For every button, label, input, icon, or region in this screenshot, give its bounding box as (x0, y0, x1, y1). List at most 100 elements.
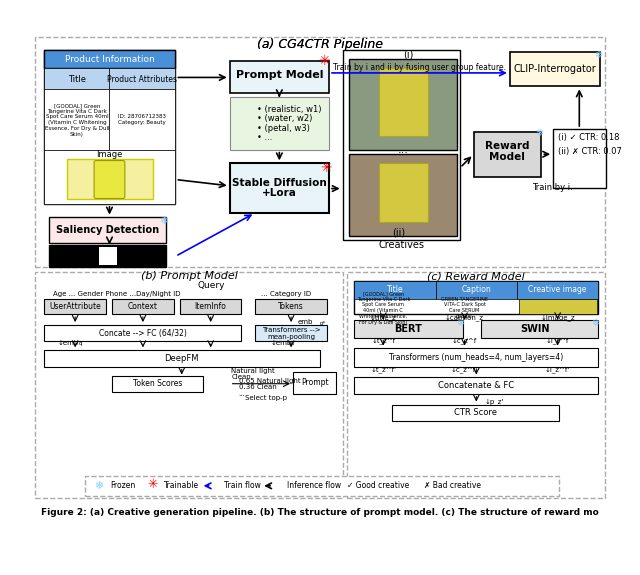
Text: (ii) ✗ CTR: 0.07: (ii) ✗ CTR: 0.07 (557, 147, 621, 156)
Text: Token Scores: Token Scores (132, 380, 182, 388)
Text: ↓p_z': ↓p_z' (484, 398, 504, 405)
Text: Figure 2: (a) Creative generation pipeline. (b) The structure of prompt model. (: Figure 2: (a) Creative generation pipeli… (41, 508, 599, 518)
Text: Trainable: Trainable (164, 481, 199, 490)
Text: CLIP-Interrogator: CLIP-Interrogator (513, 64, 596, 74)
Text: Product Information: Product Information (65, 55, 154, 64)
Text: Product Attributes: Product Attributes (107, 75, 177, 84)
FancyBboxPatch shape (293, 372, 336, 394)
Text: ❄: ❄ (94, 481, 103, 491)
FancyBboxPatch shape (355, 281, 436, 299)
Text: (c) Reward Model: (c) Reward Model (426, 271, 524, 281)
Text: ✳: ✳ (321, 161, 332, 175)
Text: ❄: ❄ (536, 128, 543, 139)
Text: ...: ... (239, 390, 245, 397)
Text: p: p (290, 342, 294, 347)
Text: Select top-p: Select top-p (244, 395, 287, 401)
Text: • ...: • ... (257, 133, 272, 141)
Text: Train by i.: Train by i. (532, 183, 573, 192)
FancyBboxPatch shape (349, 59, 458, 150)
Text: (a) CG4CTR Pipeline: (a) CG4CTR Pipeline (257, 39, 383, 51)
Text: Concate --> FC (64/32): Concate --> FC (64/32) (99, 329, 187, 338)
FancyBboxPatch shape (35, 272, 342, 497)
FancyBboxPatch shape (67, 159, 153, 200)
FancyBboxPatch shape (99, 247, 116, 266)
FancyBboxPatch shape (517, 281, 598, 299)
FancyBboxPatch shape (44, 325, 241, 341)
Text: ... Category ID: ... Category ID (261, 292, 312, 297)
Text: ↓emb: ↓emb (270, 340, 292, 346)
Text: Train flow: Train flow (224, 481, 261, 490)
Text: ↓c_z^f: ↓c_z^f (452, 337, 477, 344)
Text: • (realistic, w1): • (realistic, w1) (257, 105, 321, 114)
Text: ❄: ❄ (594, 50, 602, 60)
Text: ↓t_z^f': ↓t_z^f' (371, 366, 396, 373)
FancyBboxPatch shape (35, 37, 605, 267)
Text: (ii): (ii) (392, 228, 405, 238)
Text: ✳: ✳ (148, 478, 158, 492)
Text: ↓i_z^f': ↓i_z^f' (545, 366, 570, 373)
FancyBboxPatch shape (109, 68, 175, 89)
FancyBboxPatch shape (112, 299, 173, 314)
FancyBboxPatch shape (230, 61, 329, 93)
FancyBboxPatch shape (44, 89, 109, 150)
Text: (a) CG4CTR Pipeline: (a) CG4CTR Pipeline (257, 39, 383, 51)
Text: Prompt: Prompt (301, 378, 328, 388)
FancyBboxPatch shape (355, 348, 598, 366)
FancyBboxPatch shape (436, 281, 517, 299)
FancyBboxPatch shape (85, 476, 559, 496)
Text: Stable Diffusion: Stable Diffusion (232, 178, 326, 188)
Text: ❄: ❄ (159, 216, 168, 226)
Text: [GOODAL] Green
Tangerine Vita C Dark
Spot Care Serum 40ml
(Vitamin C Whitening
E: [GOODAL] Green Tangerine Vita C Dark Spo… (45, 103, 109, 137)
Text: Inference flow: Inference flow (287, 481, 340, 490)
FancyBboxPatch shape (255, 325, 327, 341)
Text: Creatives: Creatives (378, 240, 424, 250)
Text: Context: Context (128, 302, 158, 312)
Text: ...: ... (397, 145, 408, 155)
Text: ✗ Bad creative: ✗ Bad creative (424, 481, 481, 490)
FancyBboxPatch shape (255, 299, 327, 314)
Text: CTR Score: CTR Score (454, 408, 497, 417)
Text: Title: Title (68, 75, 86, 84)
FancyBboxPatch shape (44, 150, 175, 204)
Text: Saliency Detection: Saliency Detection (56, 225, 159, 235)
FancyBboxPatch shape (230, 97, 329, 150)
Text: SWIN: SWIN (520, 324, 550, 334)
FancyBboxPatch shape (392, 404, 559, 421)
FancyBboxPatch shape (355, 377, 598, 394)
Text: 0.36 Clean: 0.36 Clean (239, 384, 276, 390)
FancyBboxPatch shape (44, 350, 320, 366)
Text: ❄: ❄ (456, 318, 464, 328)
Text: Transformers -->
mean-pooling: Transformers --> mean-pooling (262, 327, 321, 340)
Text: Title: Title (387, 285, 403, 294)
FancyBboxPatch shape (49, 244, 166, 267)
FancyBboxPatch shape (474, 132, 541, 177)
Text: Concatenate & FC: Concatenate & FC (438, 381, 515, 390)
FancyBboxPatch shape (553, 129, 605, 187)
Text: ↓t_z^f: ↓t_z^f (371, 337, 396, 344)
Text: (i) ✓ CTR: 0.18: (i) ✓ CTR: 0.18 (557, 133, 619, 141)
FancyBboxPatch shape (379, 68, 428, 136)
Text: ❄: ❄ (591, 318, 600, 328)
Text: ↓emb: ↓emb (58, 340, 79, 346)
Text: 0.65 Natural light: 0.65 Natural light (239, 378, 300, 384)
FancyBboxPatch shape (112, 375, 202, 392)
Text: GREEN TANGERINE
VITA-C Dark Spot
Care SERUM
goodal: GREEN TANGERINE VITA-C Dark Spot Care SE… (441, 297, 488, 319)
Text: Query: Query (198, 281, 225, 290)
Text: emb: emb (298, 319, 313, 325)
FancyBboxPatch shape (379, 163, 428, 222)
Text: ↓i_z^f: ↓i_z^f (546, 337, 570, 344)
FancyBboxPatch shape (519, 299, 597, 314)
FancyBboxPatch shape (44, 51, 175, 68)
FancyBboxPatch shape (349, 154, 458, 236)
Text: Caption: Caption (461, 285, 491, 294)
FancyBboxPatch shape (44, 51, 175, 204)
FancyBboxPatch shape (49, 217, 166, 243)
FancyBboxPatch shape (109, 89, 175, 150)
Text: (b) Prompt Model: (b) Prompt Model (141, 271, 237, 281)
Text: BERT: BERT (395, 324, 422, 334)
Text: UserAttribute: UserAttribute (49, 302, 101, 312)
Text: +Lora: +Lora (262, 188, 297, 198)
FancyBboxPatch shape (180, 299, 241, 314)
Text: (i): (i) (403, 50, 413, 60)
FancyBboxPatch shape (355, 320, 463, 338)
